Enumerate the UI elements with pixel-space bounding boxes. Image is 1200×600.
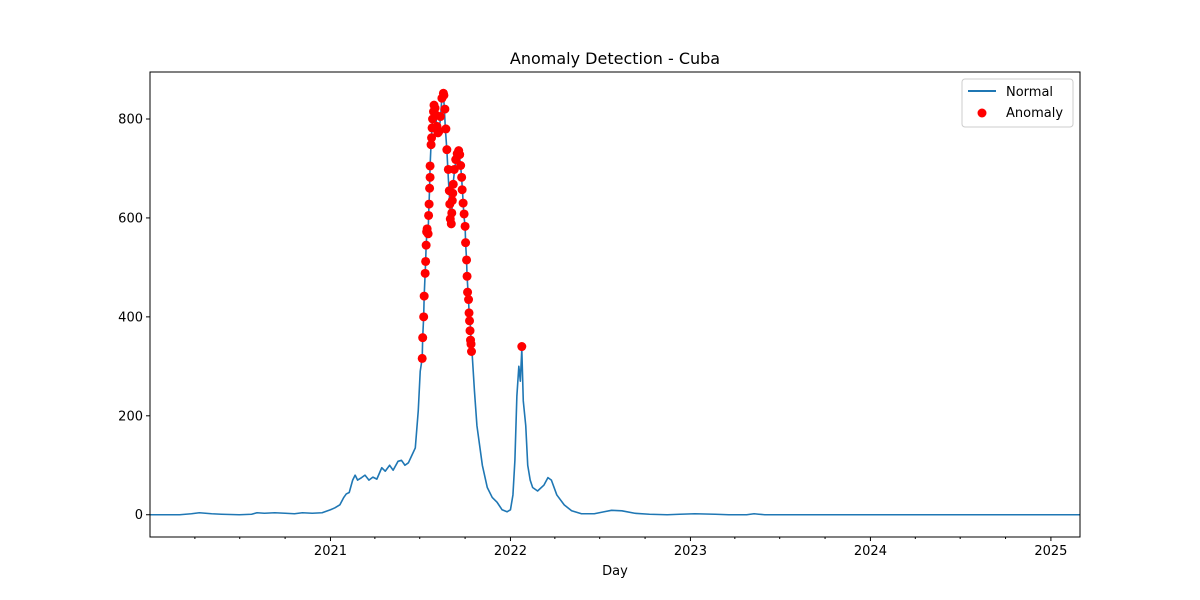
anomaly-point <box>464 295 474 305</box>
x-tick-label: 2025 <box>1034 544 1067 559</box>
anomaly-point <box>419 312 429 322</box>
anomaly-point <box>463 287 473 297</box>
anomaly-point <box>430 103 440 113</box>
anomaly-point <box>426 140 436 150</box>
anomaly-point <box>418 333 428 343</box>
anomaly-point <box>424 210 434 220</box>
anomaly-point <box>434 126 444 136</box>
anomaly-point <box>455 150 465 160</box>
anomaly-point <box>460 221 470 231</box>
anomaly-point <box>421 256 431 266</box>
anomaly-point <box>462 271 472 281</box>
anomaly-point <box>517 342 527 352</box>
anomaly-point <box>423 229 433 239</box>
legend-normal-label: Normal <box>1006 85 1053 100</box>
anomaly-point <box>424 199 434 209</box>
y-axis: 0 200 400 600 800 <box>118 112 150 523</box>
x-tick-label: 2022 <box>494 544 527 559</box>
anomaly-point <box>447 208 457 218</box>
anomaly-point <box>425 172 435 182</box>
chart-title: Anomaly Detection - Cuba <box>510 49 720 68</box>
anomaly-point <box>435 112 445 122</box>
anomaly-point <box>448 179 458 189</box>
y-tick-label: 200 <box>118 409 143 424</box>
anomaly-point <box>458 198 468 208</box>
anomaly-point <box>464 308 474 318</box>
anomaly-point <box>459 209 469 219</box>
anomaly-point <box>457 172 467 182</box>
anomaly-point <box>440 104 450 114</box>
anomaly-point <box>462 255 472 265</box>
anomaly-point <box>441 124 451 134</box>
anomaly-point <box>465 316 475 326</box>
y-tick-label: 0 <box>135 508 143 523</box>
anomaly-point <box>466 339 476 349</box>
anomaly-point <box>425 183 435 193</box>
anomaly-point <box>447 196 457 206</box>
y-tick-label: 800 <box>118 112 143 127</box>
anomaly-point <box>420 268 430 278</box>
plot-area <box>150 88 1080 516</box>
anomaly-point <box>427 133 437 143</box>
x-axis-label: Day <box>602 564 628 579</box>
y-tick-label: 400 <box>118 310 143 325</box>
x-tick-label: 2021 <box>314 544 347 559</box>
anomaly-point <box>425 161 435 171</box>
anomaly-point <box>446 219 456 229</box>
legend-anomaly-swatch <box>977 108 987 118</box>
anomaly-point <box>457 185 467 195</box>
anomaly-point <box>442 145 452 155</box>
plot-frame <box>149 71 1081 538</box>
anomaly-point <box>417 353 427 363</box>
anomaly-point <box>439 90 449 100</box>
y-tick-label: 600 <box>118 211 143 226</box>
x-tick-label: 2024 <box>854 544 887 559</box>
anomaly-point <box>467 346 477 356</box>
anomaly-point <box>448 188 458 198</box>
anomaly-point <box>465 326 475 336</box>
x-axis: 2021 2022 2023 2024 2025 <box>194 537 1067 559</box>
anomaly-point <box>419 291 429 301</box>
x-tick-label: 2023 <box>674 544 707 559</box>
anomaly-point <box>456 160 466 170</box>
legend-anomaly-label: Anomaly <box>1006 106 1063 121</box>
anomaly-point <box>461 238 471 248</box>
legend: Normal Anomaly <box>961 78 1074 128</box>
anomaly-point <box>421 240 431 250</box>
